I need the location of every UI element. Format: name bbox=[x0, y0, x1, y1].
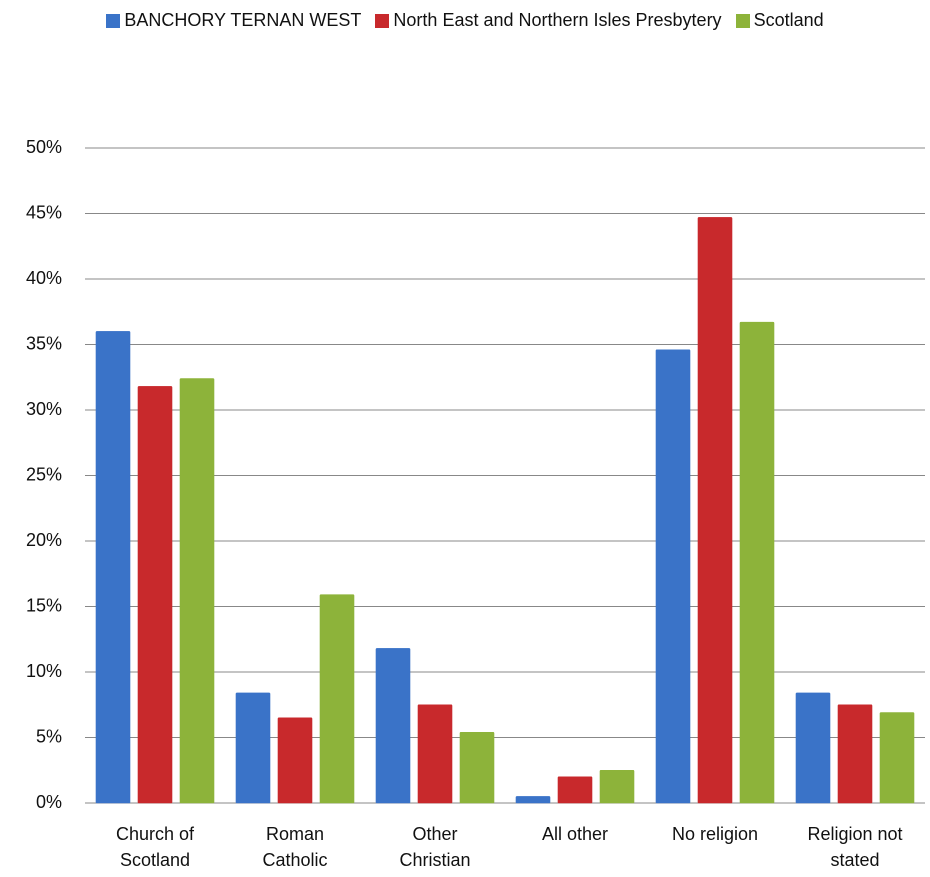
bar bbox=[137, 386, 173, 804]
y-tick-label: 20% bbox=[26, 530, 62, 550]
bar bbox=[557, 776, 593, 804]
legend-label: North East and Northern Isles Presbytery bbox=[393, 10, 722, 30]
y-tick-label: 45% bbox=[26, 202, 62, 222]
bar bbox=[459, 731, 495, 804]
legend-label: BANCHORY TERNAN WEST bbox=[124, 10, 362, 30]
bar bbox=[235, 692, 271, 804]
bar bbox=[417, 704, 453, 804]
x-tick-label: Religion not stated bbox=[807, 824, 903, 870]
legend-item: Scotland bbox=[735, 10, 824, 31]
legend-label: Scotland bbox=[753, 10, 824, 30]
y-tick-label: 5% bbox=[36, 726, 62, 746]
bar bbox=[319, 594, 355, 804]
bar bbox=[879, 712, 915, 804]
legend-item: North East and Northern Isles Presbytery bbox=[375, 10, 722, 31]
bar bbox=[795, 692, 831, 804]
legend-swatch bbox=[106, 13, 121, 28]
y-tick-label: 10% bbox=[26, 661, 62, 681]
bar bbox=[739, 321, 775, 804]
bar bbox=[375, 648, 411, 804]
legend-item: BANCHORY TERNAN WEST bbox=[106, 10, 361, 31]
bar bbox=[515, 796, 551, 804]
y-tick-label: 40% bbox=[26, 268, 62, 288]
bar bbox=[837, 704, 873, 804]
legend: BANCHORY TERNAN WEST North East and North… bbox=[0, 10, 930, 31]
bar bbox=[599, 769, 635, 804]
bar bbox=[655, 349, 691, 804]
bar bbox=[179, 378, 215, 804]
x-tick-label: All other bbox=[541, 824, 609, 844]
y-tick-label: 25% bbox=[26, 464, 62, 484]
y-tick-label: 0% bbox=[36, 792, 62, 812]
y-tick-label: 15% bbox=[26, 595, 62, 615]
bar bbox=[95, 331, 131, 804]
legend-swatch bbox=[375, 13, 390, 28]
y-tick-label: 30% bbox=[26, 399, 62, 419]
y-tick-label: 35% bbox=[26, 333, 62, 353]
x-tick-label: Other Christian bbox=[399, 824, 471, 870]
x-tick-label: Church of Scotland bbox=[115, 824, 195, 870]
legend-swatch bbox=[735, 13, 750, 28]
x-tick-label: Roman Catholic bbox=[262, 824, 328, 870]
bar bbox=[277, 717, 313, 804]
x-tick-label: No religion bbox=[671, 824, 759, 844]
y-tick-label: 50% bbox=[26, 137, 62, 157]
bar bbox=[697, 217, 733, 804]
